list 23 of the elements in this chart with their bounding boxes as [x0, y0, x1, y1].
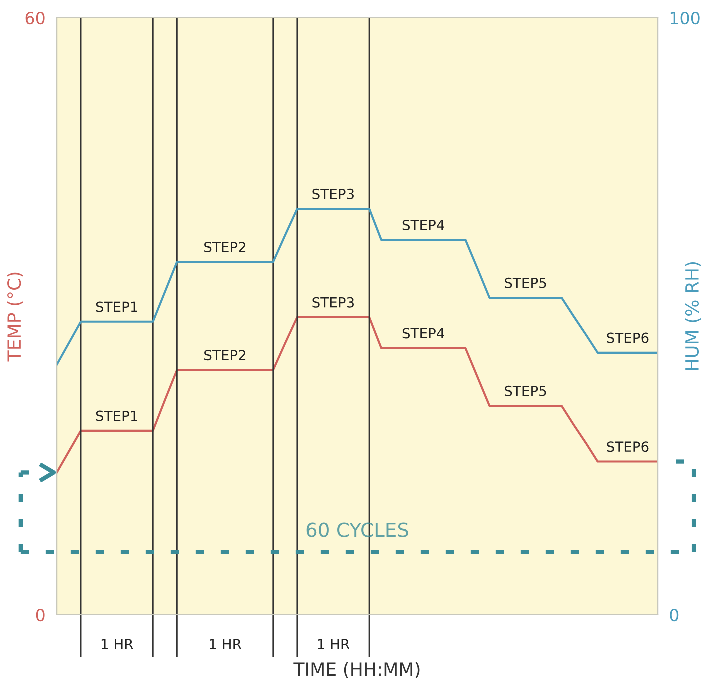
- y-axis-title: TEMP (°C): [7, 272, 24, 362]
- y-tick-label: 60: [26, 12, 45, 25]
- y2-tick-label: 0: [670, 608, 679, 622]
- annotation: STEP2: [204, 350, 246, 361]
- annotation: STEP4: [402, 328, 444, 339]
- annotation: STEP3: [312, 188, 354, 200]
- text: 1 HR: [318, 639, 350, 650]
- text: 1 HR: [102, 639, 134, 650]
- line-series: [57, 208, 658, 366]
- annotation: STEP3: [312, 297, 354, 308]
- annotation: STEP1: [96, 302, 138, 312]
- annotation: STEP6: [607, 332, 649, 344]
- line-series: [57, 316, 658, 474]
- annotation: STEP2: [204, 242, 246, 253]
- annotation: STEP4: [402, 220, 444, 230]
- y2-axis-title: HUM (% RH): [685, 262, 702, 370]
- text: 1 HR: [210, 639, 242, 650]
- annotation: STEP5: [505, 278, 546, 288]
- annotation: STEP5: [505, 386, 546, 396]
- annotation: STEP6: [607, 442, 649, 452]
- x-axis-title: TIME (HH:MM): [294, 662, 420, 678]
- annotation: STEP1: [96, 410, 138, 422]
- y2-tick-label: 100: [670, 12, 700, 25]
